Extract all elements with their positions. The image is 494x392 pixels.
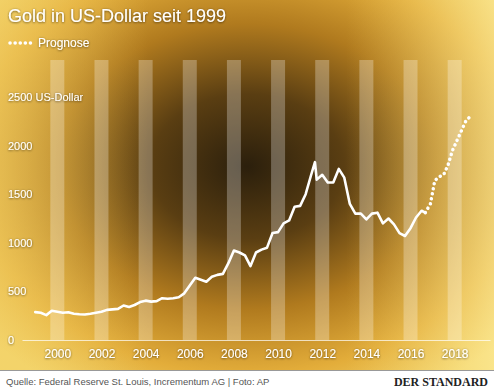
light-column (404, 60, 418, 340)
x-tick: 2016 (398, 340, 425, 361)
y-tick-label: 2000 (8, 140, 32, 152)
y-tick: 1500 (8, 188, 32, 200)
light-columns (50, 60, 461, 340)
chart: Gold in US-Dollar seit 1999Prognose20002… (0, 0, 494, 392)
y-tick-label: 0 (8, 334, 14, 346)
x-tick-label: 2004 (133, 347, 160, 361)
y-tick: 0 (8, 334, 14, 346)
x-tick: 2012 (309, 340, 336, 361)
x-tick: 2004 (133, 340, 160, 361)
price-line (35, 162, 425, 315)
background-glow (0, 0, 494, 370)
light-column (315, 60, 329, 340)
x-tick-label: 2018 (442, 347, 469, 361)
background (0, 0, 494, 370)
light-column (183, 60, 197, 340)
light-column (139, 60, 153, 340)
forecast-line (425, 116, 470, 212)
x-tick: 2014 (354, 340, 381, 361)
source: Quelle: Federal Reserve St. Louis, Incre… (6, 376, 269, 387)
light-column (94, 60, 108, 340)
y-tick-label: 1500 (8, 188, 32, 200)
y-axis: 0 500 1000 1500 2000 2500 US-Dollar (8, 91, 84, 346)
title: Gold in US-Dollar seit 1999 (8, 6, 226, 26)
x-tick-label: 2016 (398, 347, 425, 361)
legend: Prognose (10, 36, 90, 50)
light-column (448, 60, 462, 340)
light-column (227, 60, 241, 340)
light-column (271, 60, 285, 340)
x-axis: 2000 2002 2004 2006 2008 2010 2012 2014 2016 2018 (23, 340, 491, 361)
y-tick: 2500 US-Dollar (8, 91, 84, 103)
legend-swatch (10, 41, 32, 45)
x-tick: 2006 (177, 340, 204, 361)
y-tick-label: 1000 (8, 237, 32, 249)
x-tick-label: 2008 (221, 347, 248, 361)
y-axis-line (8, 98, 9, 341)
x-tick-label: 2006 (177, 347, 204, 361)
x-tick: 2010 (265, 340, 292, 361)
x-tick-label: 2014 (354, 347, 381, 361)
x-tick: 2000 (44, 340, 71, 361)
y-tick: 500 (8, 285, 26, 297)
plot-area (35, 116, 470, 315)
legend-label: Prognose (38, 36, 90, 50)
x-axis-line (23, 340, 491, 341)
x-tick-label: 2002 (89, 347, 116, 361)
x-tick-label: 2010 (265, 347, 292, 361)
x-tick-label: 2012 (309, 347, 336, 361)
x-tick: 2008 (221, 340, 248, 361)
y-tick-label: 500 (8, 285, 26, 297)
x-tick-label: 2000 (44, 347, 71, 361)
x-tick: 2002 (89, 340, 116, 361)
y-tick-label: 2500 US-Dollar (8, 91, 84, 103)
light-column (359, 60, 373, 340)
footer-rule (0, 370, 494, 371)
y-tick: 1000 (8, 237, 32, 249)
credit: DER STANDARD (394, 375, 488, 389)
footer (0, 370, 494, 392)
x-tick: 2018 (442, 340, 469, 361)
y-tick: 2000 (8, 140, 32, 152)
